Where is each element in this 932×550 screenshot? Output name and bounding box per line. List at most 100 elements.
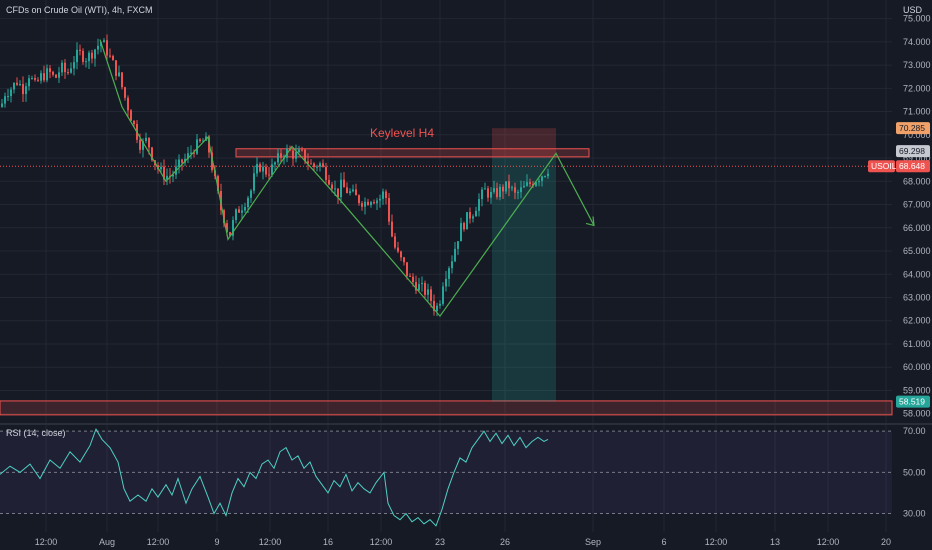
price-tick-label: 71.000	[903, 107, 931, 117]
candle-body	[43, 73, 45, 81]
candle-body	[388, 198, 390, 222]
position-stop-zone[interactable]	[492, 128, 556, 158]
price-tick-label: 62.000	[903, 316, 931, 326]
candle-body	[274, 162, 276, 165]
candle-body	[307, 161, 309, 164]
candle-body	[139, 139, 141, 150]
candle-body	[151, 147, 153, 161]
candle-body	[115, 60, 117, 76]
candle-body	[34, 77, 36, 80]
candle-body	[439, 303, 441, 306]
candle-body	[334, 188, 336, 190]
candle-body	[64, 62, 66, 73]
candle-body	[484, 188, 486, 190]
candle-body	[94, 49, 96, 59]
candle-body	[82, 50, 84, 62]
candle-body	[19, 84, 21, 86]
candle-body	[457, 241, 459, 249]
pattern-zigzag[interactable]	[99, 39, 595, 318]
candle-body	[28, 78, 30, 87]
candle-body	[523, 185, 525, 188]
rsi-pane: 70.00 50.00 30.00	[0, 426, 926, 527]
pattern-arrowhead	[585, 216, 595, 227]
time-tick-label: Aug	[99, 537, 115, 547]
candle-body	[163, 166, 165, 180]
rsi-line	[0, 427, 549, 527]
candle-body	[313, 163, 315, 168]
price-tick-label: 67.000	[903, 200, 931, 210]
candle-body	[463, 223, 465, 230]
candle-body	[481, 189, 483, 200]
candle-body	[103, 40, 105, 43]
candle-body	[343, 179, 345, 188]
candle-body	[16, 82, 18, 85]
candle-body	[292, 150, 294, 159]
candle-body	[436, 305, 438, 312]
candle-body	[4, 96, 6, 104]
candle-body	[190, 152, 192, 154]
candle-body	[58, 72, 60, 78]
candle-body	[469, 212, 471, 219]
candle-body	[79, 49, 81, 51]
candle-body	[472, 216, 474, 219]
candle-body	[418, 284, 420, 291]
price-tag: 58.519	[896, 395, 930, 408]
candle-body	[22, 84, 24, 95]
currency-label[interactable]: USD	[903, 5, 923, 15]
candle-body	[544, 176, 546, 178]
candle-body	[97, 45, 99, 50]
candle-body	[526, 182, 528, 186]
time-tick-label: 12:00	[147, 537, 170, 547]
candle-body	[466, 212, 468, 230]
candle-body	[424, 283, 426, 295]
candle-body	[505, 181, 507, 192]
candle-body	[70, 68, 72, 73]
price-tick-label: 65.000	[903, 246, 931, 256]
time-axis: 12:00 Aug 12:00 9 12:00 16 12:00 23 26 Sep 6 12:00 1…	[35, 537, 891, 547]
position-target-zone[interactable]	[492, 157, 556, 402]
price-tick-label: 74.000	[903, 37, 931, 47]
candle-body	[112, 56, 114, 61]
time-tick-label: 13	[770, 537, 780, 547]
candle-body	[352, 189, 354, 192]
candle-body	[133, 120, 135, 124]
candle-body	[268, 174, 270, 176]
candle-body	[46, 68, 48, 81]
candle-body	[433, 300, 435, 312]
candle-body	[412, 276, 414, 283]
price-tick-label: 69.000	[903, 153, 931, 163]
price-tick-label: 75.000	[903, 14, 931, 24]
candle-body	[202, 140, 204, 142]
candle-body	[7, 96, 9, 98]
support-zone[interactable]	[0, 400, 893, 416]
price-tag-label: 69.298	[899, 146, 925, 156]
candle-body	[127, 97, 129, 111]
candle-body	[172, 174, 174, 177]
candle-body	[511, 187, 513, 189]
candle-body	[337, 188, 339, 198]
candle-body	[373, 202, 375, 204]
candle-body	[442, 286, 444, 304]
candle-body	[76, 49, 78, 63]
candle-body	[421, 283, 423, 285]
candle-body	[508, 181, 510, 189]
candle-body	[346, 187, 348, 194]
rsi-title: RSI (14, close)	[6, 428, 66, 438]
candle-body	[385, 191, 387, 199]
candle-body	[52, 71, 54, 75]
zones	[0, 128, 893, 416]
time-tick-label: 9	[214, 537, 219, 547]
keylevel-zone[interactable]	[235, 148, 590, 158]
chart-title: CFDs on Crude Oil (WTI), 4h, FXCM	[6, 5, 153, 15]
candle-body	[298, 149, 300, 153]
candle-body	[85, 61, 87, 63]
candle-body	[331, 184, 333, 189]
candle-body	[295, 152, 297, 159]
candle-body	[187, 153, 189, 159]
candle-body	[367, 201, 369, 206]
candle-body	[40, 73, 42, 81]
time-tick-label: 12:00	[705, 537, 728, 547]
price-tag-label: 68.648	[899, 161, 925, 171]
